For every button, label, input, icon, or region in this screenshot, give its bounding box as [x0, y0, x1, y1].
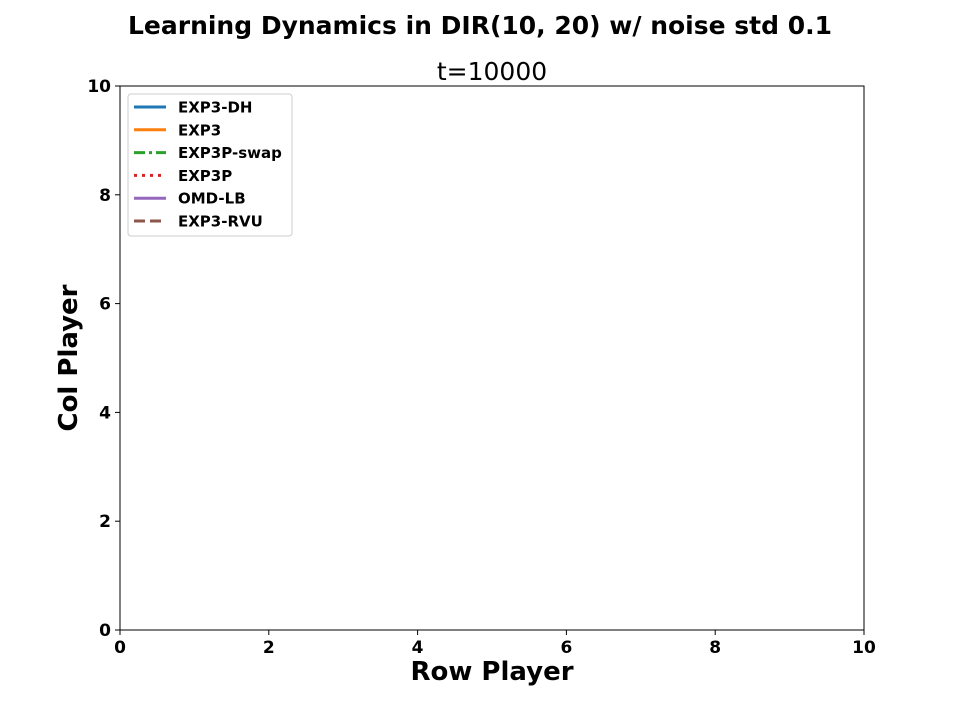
x-tick-label: 8 — [709, 638, 721, 658]
legend-entries: EXP3-DH EXP3 EXP3P-swap EXP3P OMD-LB EXP3-RVU — [134, 99, 282, 231]
x-tick-label: 2 — [263, 638, 275, 658]
y-axis-label: Col Player — [54, 284, 84, 431]
legend-label: OMD-LB — [178, 190, 246, 208]
legend: EXP3-DH EXP3 EXP3P-swap EXP3P OMD-LB EXP3-RVU — [127, 93, 293, 237]
y-tick-label: 2 — [99, 512, 111, 532]
legend-label: EXP3 — [178, 121, 221, 139]
legend-box — [127, 93, 293, 237]
y-tick-label: 8 — [99, 186, 111, 206]
legend-label: EXP3-RVU — [178, 213, 263, 231]
y-tick-label: 10 — [87, 77, 111, 97]
y-tick-label: 6 — [99, 295, 111, 315]
legend-label: EXP3-DH — [178, 99, 252, 117]
x-tick-label: 10 — [852, 638, 876, 658]
chart-title: Learning Dynamics in DIR(10, 20) w/ nois… — [128, 11, 832, 40]
x-axis: 0 2 4 6 8 10 — [114, 630, 876, 658]
y-axis: 0 2 4 6 8 10 — [87, 77, 120, 641]
y-tick-label: 0 — [99, 621, 111, 641]
chart-subtitle: t=10000 — [437, 57, 547, 86]
legend-label: EXP3P — [178, 167, 232, 185]
x-tick-label: 4 — [412, 638, 424, 658]
x-axis-label: Row Player — [410, 657, 573, 687]
x-tick-label: 6 — [560, 638, 572, 658]
y-tick-label: 4 — [99, 403, 111, 423]
x-tick-label: 0 — [114, 638, 126, 658]
legend-label: EXP3P-swap — [178, 144, 282, 162]
